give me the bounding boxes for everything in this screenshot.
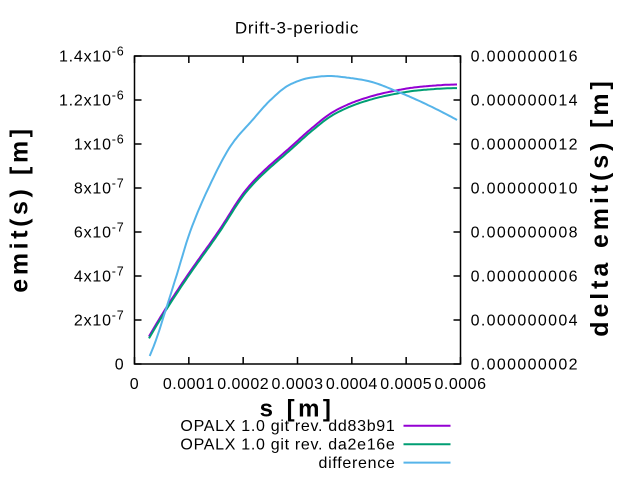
svg-text:0.0003: 0.0003 [272, 376, 324, 393]
svg-text:0.000000002: 0.000000002 [471, 357, 579, 374]
svg-text:0.000000010: 0.000000010 [471, 181, 579, 198]
svg-text:0.000000012: 0.000000012 [471, 137, 579, 154]
svg-text:difference: difference [319, 455, 396, 472]
svg-text:OPALX 1.0 git rev. dd83b91: OPALX 1.0 git rev. dd83b91 [180, 418, 395, 435]
svg-text:2x10-7: 2x10-7 [74, 309, 125, 330]
svg-text:0.000000014: 0.000000014 [471, 93, 579, 110]
svg-text:emit(s) [m]: emit(s) [m] [6, 125, 34, 292]
svg-text:1.4x10-6: 1.4x10-6 [59, 45, 125, 66]
svg-text:0: 0 [115, 357, 125, 374]
svg-text:0.000000006: 0.000000006 [471, 269, 579, 286]
svg-text:OPALX 1.0 git rev. da2e16e: OPALX 1.0 git rev. da2e16e [180, 437, 395, 454]
svg-text:0.0004: 0.0004 [326, 376, 378, 393]
svg-text:8x10-7: 8x10-7 [74, 177, 125, 198]
svg-text:4x10-7: 4x10-7 [74, 265, 125, 286]
svg-text:1.2x10-6: 1.2x10-6 [59, 89, 125, 110]
svg-text:s [m]: s [m] [260, 396, 335, 423]
svg-text:0.000000004: 0.000000004 [471, 313, 579, 330]
svg-text:0.000000008: 0.000000008 [471, 225, 579, 242]
svg-text:6x10-7: 6x10-7 [74, 221, 125, 242]
svg-text:0.000000016: 0.000000016 [471, 49, 579, 66]
svg-text:0: 0 [130, 376, 139, 393]
svg-text:1x10-6: 1x10-6 [74, 133, 125, 154]
svg-text:Drift-3-periodic: Drift-3-periodic [235, 19, 359, 38]
svg-text:0.0005: 0.0005 [380, 376, 432, 393]
svg-text:0.0001: 0.0001 [163, 376, 215, 393]
svg-text:0.0002: 0.0002 [217, 376, 269, 393]
svg-text:delta emit(s) [m]: delta emit(s) [m] [586, 77, 614, 336]
svg-text:0.0006: 0.0006 [435, 376, 487, 393]
